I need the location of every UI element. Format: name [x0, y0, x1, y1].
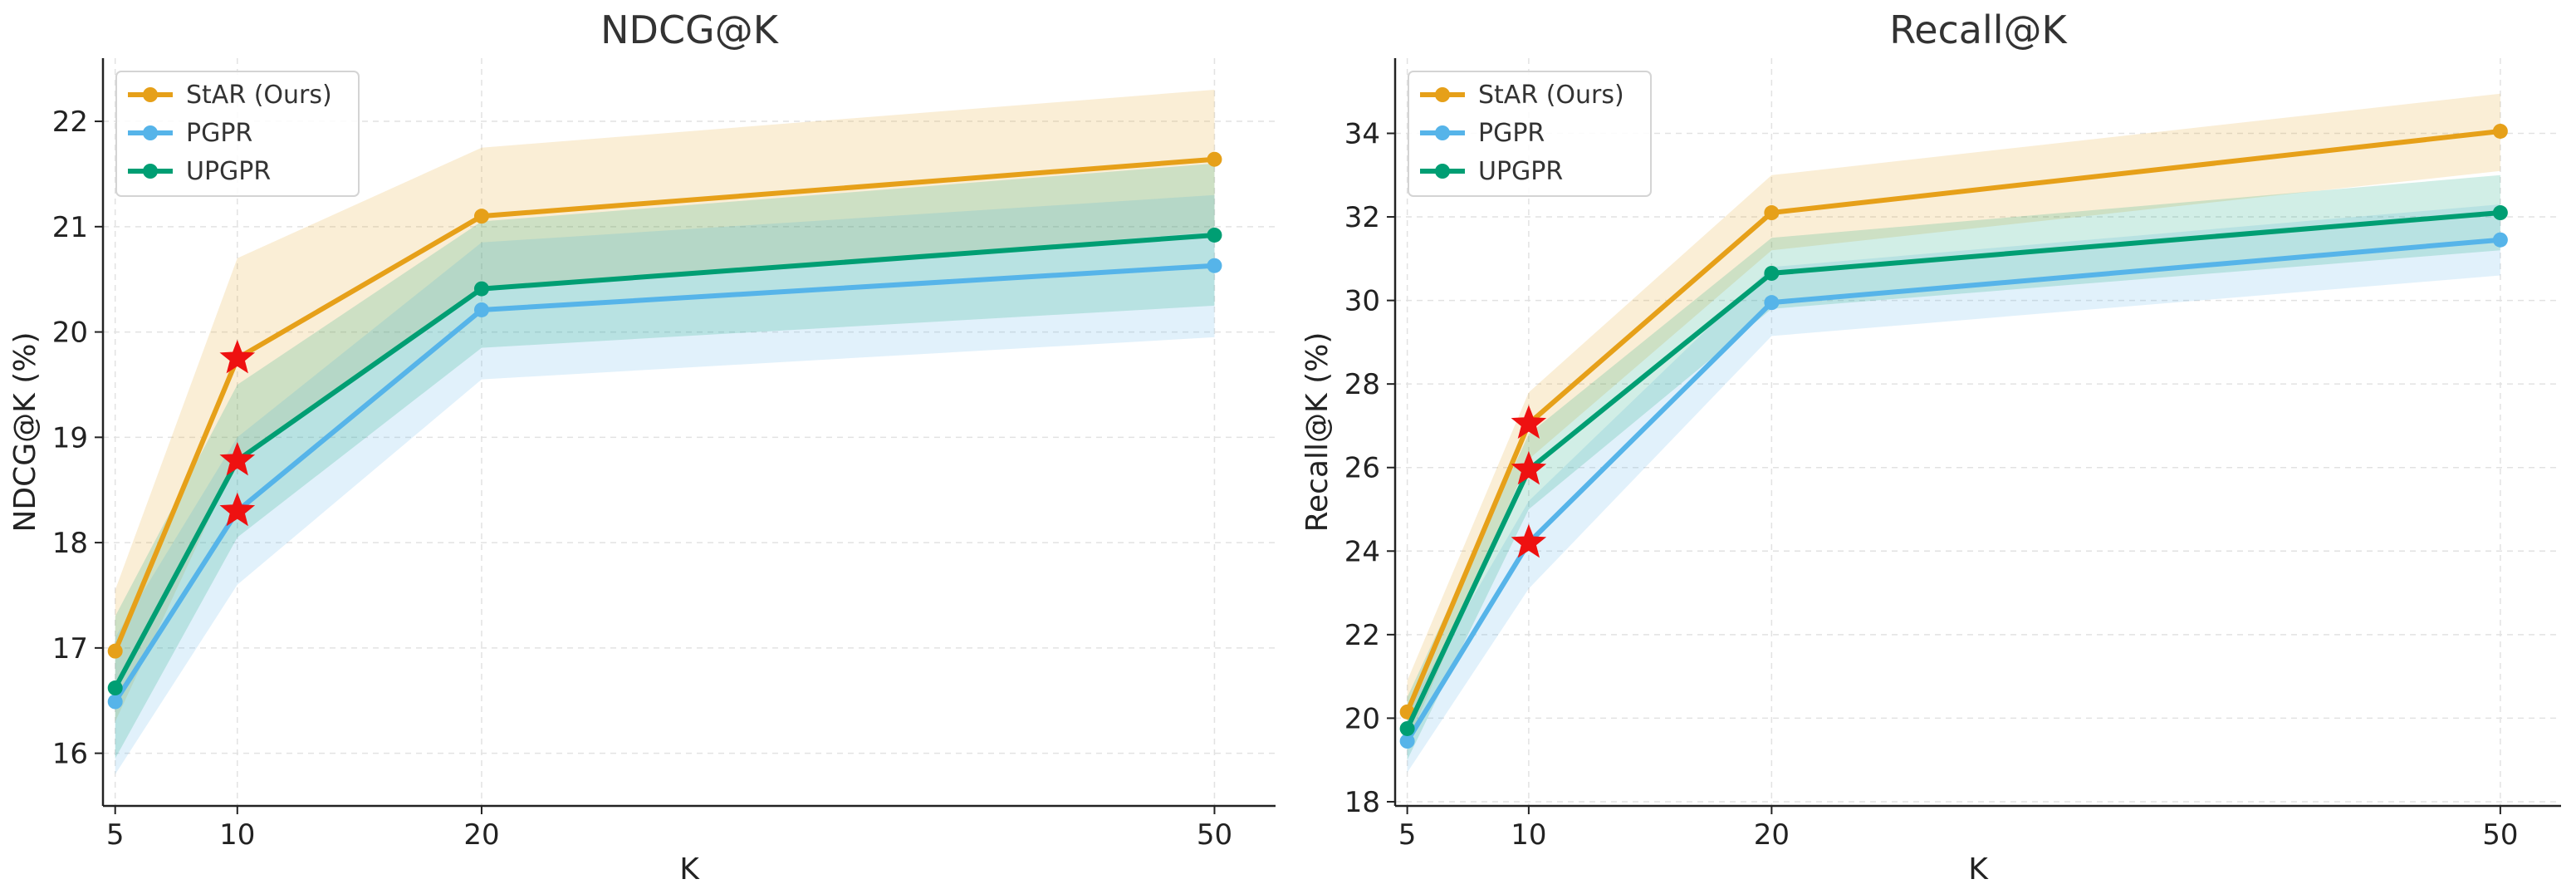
recall-star-marker-2 — [1511, 523, 1547, 558]
recall-star-marker-1 — [1511, 450, 1547, 485]
recall-y-axis-label: Recall@K (%) — [1300, 332, 1335, 533]
recall-x-tick-label: 10 — [1511, 818, 1546, 852]
recall-legend-label-0: StAR (Ours) — [1478, 81, 1624, 110]
recall-y-tick-label: 24 — [1344, 535, 1380, 568]
ndcg-legend-marker-2 — [143, 164, 158, 179]
recall-point-series-0-k50 — [2492, 123, 2508, 139]
recall-star-marker-0 — [1511, 405, 1547, 440]
recall-chart: 5 10 20 50 18 20 22 24 26 28 30 32 34 Recall@K K Recall… — [1300, 7, 2561, 887]
ndcg-point-series-0-k5 — [107, 643, 123, 659]
recall-x-tick-label: 5 — [1398, 818, 1417, 852]
ndcg-band-series-1 — [115, 194, 1215, 775]
ndcg-legend: StAR (Ours) PGPR UPGPR — [115, 71, 360, 197]
ndcg-x-tick-label: 10 — [219, 818, 255, 852]
recall-legend-label-2: UPGPR — [1478, 157, 1563, 186]
ndcg-legend-label-1: PGPR — [186, 119, 252, 148]
recall-x-tick-label: 20 — [1754, 818, 1790, 852]
recall-legend-marker-1 — [1435, 125, 1450, 140]
ndcg-y-tick-label: 19 — [52, 421, 88, 454]
recall-y-tick-label: 26 — [1344, 452, 1380, 485]
ndcg-chart-title: NDCG@K — [600, 7, 780, 52]
ndcg-line-series-1 — [113, 263, 1215, 704]
ndcg-band-series-2 — [115, 163, 1215, 759]
ndcg-y-tick-label: 16 — [52, 738, 88, 771]
ndcg-legend-box — [115, 71, 360, 197]
recall-point-series-1-k5 — [1399, 734, 1415, 749]
recall-x-axis-label: K — [1968, 852, 1989, 887]
recall-y-tick-label: 32 — [1344, 201, 1380, 234]
recall-y-tick-label: 28 — [1344, 368, 1380, 401]
ndcg-legend-label-0: StAR (Ours) — [186, 81, 332, 110]
recall-legend-label-1: PGPR — [1478, 119, 1545, 148]
recall-y-tick-label: 22 — [1344, 619, 1380, 652]
ndcg-legend-marker-0 — [143, 87, 158, 102]
recall-line-series-2 — [1404, 210, 2501, 730]
ndcg-star-marker-0 — [219, 339, 256, 374]
ndcg-y-tick-label: 17 — [52, 632, 88, 666]
recall-chart-title: Recall@K — [1889, 7, 2068, 52]
recall-point-series-2-k50 — [2492, 205, 2508, 221]
ndcg-y-tick-label: 18 — [52, 527, 88, 560]
ndcg-point-series-2-k50 — [1207, 227, 1222, 243]
ndcg-line-series-0 — [112, 156, 1215, 652]
ndcg-band-series-0 — [115, 90, 1215, 722]
recall-point-series-1-k50 — [2492, 232, 2508, 248]
ndcg-chart: 5 10 20 50 16 17 18 19 20 21 22 NDCG@K K NDCG@K (%) St… — [8, 7, 1276, 887]
recall-y-tick-label: 18 — [1344, 786, 1380, 819]
recall-legend-marker-2 — [1435, 164, 1450, 179]
ndcg-point-series-1-k5 — [107, 694, 123, 710]
recall-legend: StAR (Ours) PGPR UPGPR — [1408, 71, 1652, 197]
ndcg-star-marker-1 — [219, 441, 256, 476]
ndcg-legend-label-2: UPGPR — [186, 157, 271, 186]
ndcg-y-tick-label: 22 — [52, 106, 88, 139]
recall-line-series-1 — [1405, 237, 2501, 743]
ndcg-x-tick-label: 20 — [463, 818, 499, 852]
ndcg-point-series-0-k50 — [1207, 151, 1222, 167]
recall-x-tick-label: 50 — [2482, 818, 2518, 852]
recall-y-tick-label: 20 — [1344, 702, 1380, 735]
recall-y-tick-label: 30 — [1344, 285, 1380, 318]
recall-line-series-0 — [1404, 129, 2501, 714]
ndcg-x-tick-label: 5 — [106, 818, 125, 852]
recall-point-series-0-k20 — [1764, 205, 1780, 221]
recall-y-tick-label: 34 — [1344, 118, 1380, 151]
recall-point-series-2-k5 — [1399, 720, 1415, 736]
ndcg-y-tick-label: 20 — [52, 317, 88, 350]
ndcg-x-tick-label: 50 — [1197, 818, 1232, 852]
ndcg-legend-marker-1 — [143, 125, 158, 140]
recall-band-series-0 — [1407, 93, 2500, 744]
recall-legend-box — [1408, 71, 1652, 197]
recall-point-series-2-k20 — [1764, 265, 1780, 281]
recall-point-series-1-k20 — [1764, 295, 1780, 311]
ndcg-point-series-1-k50 — [1207, 258, 1222, 273]
ndcg-point-series-1-k20 — [473, 302, 489, 317]
ndcg-x-axis-label: K — [679, 852, 700, 887]
ndcg-y-axis-label: NDCG@K (%) — [8, 332, 42, 532]
recall-band-series-1 — [1407, 204, 2500, 773]
ndcg-point-series-2-k5 — [107, 680, 123, 696]
ndcg-point-series-2-k20 — [473, 281, 489, 297]
recall-band-series-2 — [1407, 174, 2500, 760]
recall-legend-marker-0 — [1435, 87, 1450, 102]
ndcg-y-tick-label: 21 — [52, 211, 88, 244]
ndcg-point-series-0-k20 — [473, 209, 489, 224]
ndcg-star-marker-2 — [219, 492, 256, 527]
ndcg-line-series-2 — [113, 233, 1215, 690]
